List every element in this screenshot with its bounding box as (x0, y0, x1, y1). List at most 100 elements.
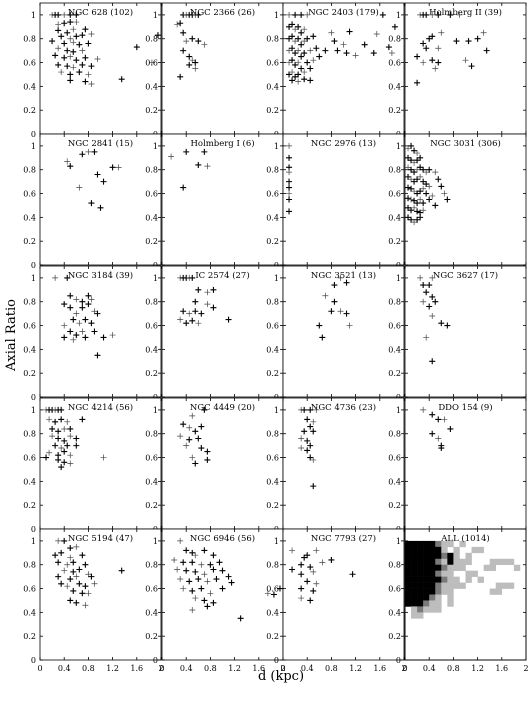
heatmap-cell (441, 576, 448, 583)
y-tick-label: 0.2 (145, 369, 158, 378)
heatmap-cell (447, 576, 454, 583)
x-tick-label: 1.2 (106, 664, 119, 673)
panel-frame (282, 397, 405, 530)
data-point (286, 196, 293, 203)
data-point (70, 26, 77, 33)
data-point (286, 71, 293, 78)
data-point (73, 332, 80, 339)
heatmap-cell (411, 540, 418, 548)
data-point (67, 71, 74, 78)
data-point (429, 358, 436, 365)
data-point (408, 176, 415, 183)
y-tick-label: 0.4 (388, 213, 401, 222)
data-point (195, 320, 202, 327)
data-point (405, 204, 412, 211)
y-tick-label: 1 (31, 537, 36, 546)
data-point (420, 200, 427, 207)
data-point (289, 33, 296, 40)
data-point (88, 296, 95, 303)
data-point (414, 208, 421, 215)
data-point (210, 566, 217, 573)
data-point (180, 184, 187, 191)
scatter-points (174, 11, 208, 80)
heatmap-cell (405, 576, 412, 583)
data-point (343, 310, 350, 317)
data-point (52, 418, 59, 425)
heatmap-cell (429, 564, 436, 571)
heatmap-cell (495, 588, 503, 595)
y-tick-label: 0.2 (145, 106, 158, 115)
data-point (420, 298, 427, 305)
panel-frame (39, 528, 162, 661)
data-point (295, 71, 302, 78)
y-tick-label: 0 (396, 393, 401, 402)
data-point (82, 54, 89, 61)
data-point (405, 173, 412, 180)
data-point (207, 561, 214, 568)
data-point (429, 11, 436, 18)
data-point (109, 332, 116, 339)
data-point (201, 41, 208, 48)
data-point (64, 47, 71, 54)
data-point (444, 322, 451, 329)
panel: 0 0.2 0.4 0.6 0.8 1 NGC 3184 (39) (23, 265, 162, 402)
y-tick-label: 0.8 (145, 561, 158, 570)
data-point (189, 274, 196, 281)
data-point (186, 436, 193, 443)
data-point (310, 418, 317, 425)
y-tick-label: 0.6 (266, 585, 279, 594)
heatmap-cell (441, 540, 448, 548)
data-point (423, 190, 430, 197)
panel-title: Holmberg II (39) (429, 7, 502, 18)
data-point (435, 59, 442, 66)
data-point (76, 580, 83, 587)
data-point (55, 435, 62, 442)
y-tick-label: 0.2 (266, 501, 279, 510)
data-point (405, 184, 412, 191)
data-point (67, 304, 74, 311)
panel: 0 0.2 0.4 0.6 0.8 1 NGC 3627 (17) (388, 265, 527, 402)
data-point (76, 320, 83, 327)
heatmap-cell (411, 576, 418, 583)
heatmap-cell (507, 558, 515, 566)
x-tick-label: 2 (523, 664, 528, 673)
data-point (204, 603, 211, 610)
x-tick-label: 1.6 (495, 664, 508, 673)
data-point (79, 151, 86, 158)
data-point (207, 590, 214, 597)
data-point (189, 587, 196, 594)
data-point (432, 298, 439, 305)
data-point (456, 11, 463, 18)
heatmap-cell (417, 552, 424, 560)
heatmap-cell (423, 570, 430, 577)
data-point (85, 148, 92, 155)
panel: 0 0.2 0.4 0.6 0.8 1 ALL (1014) (388, 528, 527, 665)
data-point (429, 293, 436, 300)
y-tick-label: 1 (396, 11, 401, 20)
data-point (337, 308, 344, 315)
data-point (304, 578, 311, 585)
data-point (432, 169, 439, 176)
scatter-points (405, 142, 451, 226)
data-point (70, 559, 77, 566)
heatmap-cell (441, 588, 448, 595)
heatmap-cell (411, 558, 418, 566)
data-point (177, 73, 184, 80)
data-point (198, 585, 205, 592)
data-point (195, 435, 202, 442)
data-point (435, 45, 442, 52)
data-point (417, 196, 424, 203)
data-point (307, 406, 314, 413)
data-point (180, 29, 187, 36)
data-point (118, 567, 125, 574)
data-point (286, 47, 293, 54)
data-point (328, 308, 335, 315)
data-point (73, 543, 80, 550)
data-point (204, 456, 211, 463)
x-tick-label: 0.4 (58, 664, 71, 673)
heatmap-cell (423, 600, 430, 607)
y-tick-label: 0.6 (23, 454, 36, 463)
data-point (61, 567, 68, 574)
data-point (94, 310, 101, 317)
data-point (453, 38, 460, 45)
